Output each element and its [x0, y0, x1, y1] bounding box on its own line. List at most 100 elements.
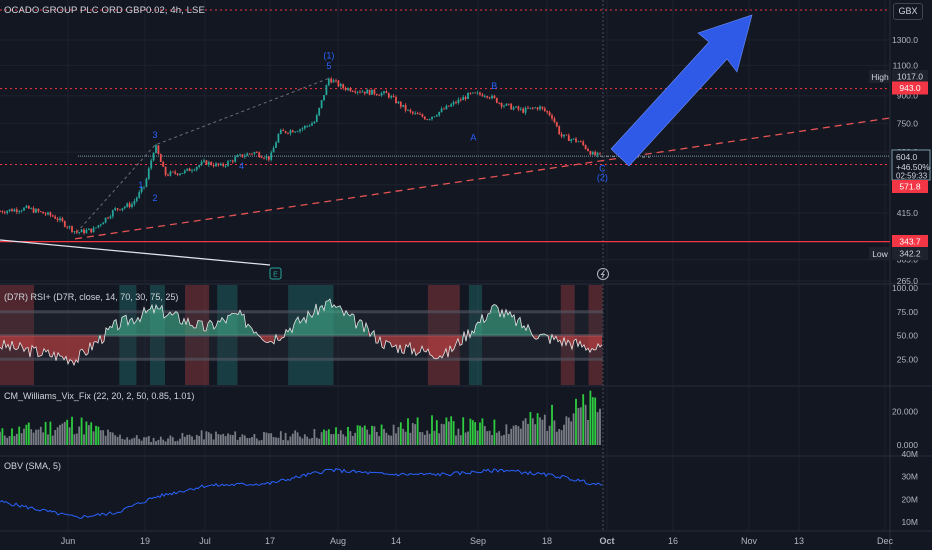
- vix-bar: [224, 435, 227, 445]
- currency-button[interactable]: GBX: [893, 3, 923, 20]
- candle-body: [75, 231, 78, 233]
- x-tick-label-5: 14: [391, 536, 401, 546]
- rsi-fill: [30, 335, 32, 358]
- vix-pane-title[interactable]: CM_Williams_Vix_Fix (22, 20, 2, 50, 0.85…: [4, 391, 195, 401]
- candle-body: [152, 152, 155, 161]
- rsi-fill: [84, 335, 86, 356]
- vix-bar: [450, 416, 453, 445]
- candle-body: [407, 109, 409, 111]
- rsi-fill: [14, 335, 16, 350]
- candle-body: [380, 93, 383, 96]
- rsi-fill: [160, 305, 162, 336]
- vix-bar: [332, 433, 335, 445]
- vix-bar: [63, 421, 66, 445]
- vix-bar: [30, 429, 33, 445]
- rsi-fill: [152, 305, 154, 336]
- obv-tick-0: 40M: [901, 449, 918, 459]
- rsi-fill: [28, 335, 30, 358]
- candle-body: [385, 91, 388, 94]
- rsi-fill: [124, 315, 126, 336]
- level-571-bg: [892, 180, 928, 193]
- vix-bar: [320, 432, 323, 445]
- vix-bar: [56, 427, 59, 445]
- low-label: Low: [872, 249, 888, 259]
- candle-body: [179, 173, 181, 175]
- candle-body: [210, 162, 213, 166]
- candle-body: [251, 153, 253, 155]
- candle-body: [363, 91, 366, 94]
- candle-body: [366, 89, 369, 94]
- candle-body: [459, 99, 462, 101]
- vix-bar: [579, 407, 582, 445]
- candle-body: [140, 187, 143, 193]
- vix-bar: [491, 435, 493, 445]
- rising-trendline: [74, 117, 890, 240]
- rsi-fill: [138, 317, 140, 336]
- vix-bar: [531, 418, 534, 445]
- rsi-fill: [96, 335, 98, 343]
- vix-bar: [143, 437, 145, 445]
- rsi-fill: [134, 321, 136, 336]
- rsi-fill: [478, 322, 480, 336]
- vix-bar: [380, 424, 383, 445]
- vix-bar: [587, 420, 589, 445]
- rsi-fill: [306, 311, 308, 336]
- rsi-fill: [424, 335, 426, 352]
- candle-body: [431, 116, 433, 120]
- candle-body: [155, 145, 157, 153]
- candle-body: [375, 94, 378, 95]
- vix-bar: [416, 417, 419, 445]
- candle-body: [476, 92, 479, 94]
- candle-body: [205, 160, 208, 165]
- vix-bar: [169, 435, 172, 445]
- candle-body: [462, 97, 465, 101]
- rsi-fill: [156, 305, 158, 336]
- rsi-fill: [600, 335, 602, 347]
- vix-bar: [23, 428, 25, 445]
- candle-body: [59, 218, 61, 221]
- rsi-fill: [386, 335, 388, 342]
- candle-body: [423, 116, 426, 120]
- rsi-fill: [272, 335, 274, 344]
- rsi-fill: [270, 335, 272, 342]
- candle-body: [495, 97, 498, 103]
- candle-body: [246, 153, 249, 156]
- vix-bar: [591, 397, 594, 445]
- vix-bar: [471, 420, 474, 445]
- time-axis: Jun 19 Jul 17 Aug 14 Sep 18 Oct 16 Nov 13 Dec: [61, 536, 894, 546]
- candle-body: [481, 94, 484, 97]
- rsi-fill: [452, 335, 454, 352]
- rsi-pane-title[interactable]: (D7R) RSI+ (D7R, close, 14, 70, 30, 75, …: [4, 292, 179, 302]
- rsi-fill: [346, 310, 348, 336]
- obv-pane-title[interactable]: OBV (SMA, 5): [4, 461, 62, 471]
- candle-body: [349, 88, 352, 92]
- vix-bar: [176, 440, 179, 445]
- vix-bar: [411, 423, 414, 445]
- candle-body: [32, 208, 35, 213]
- vix-bar: [126, 437, 129, 445]
- rsi-fill: [300, 320, 302, 336]
- symbol-title[interactable]: OCADO GROUP PLC ORD GBP0.02, 4h, LSE: [4, 5, 205, 16]
- candle-body: [78, 232, 81, 234]
- candle-body: [584, 145, 587, 149]
- wave-label-7: B: [491, 81, 497, 91]
- candle-body: [27, 205, 30, 209]
- candle-body: [231, 160, 234, 162]
- rsi-fill: [528, 324, 530, 336]
- last-price-box: [891, 149, 931, 181]
- rsi-fill: [164, 316, 166, 336]
- candle-body: [119, 209, 121, 211]
- rsi-fill: [490, 306, 492, 336]
- vix-bar: [104, 435, 107, 445]
- rsi-fill: [194, 327, 196, 336]
- vix-bar: [51, 435, 54, 445]
- vix-bar: [147, 436, 150, 445]
- rsi-fill: [268, 335, 270, 343]
- candle-body: [162, 162, 165, 167]
- vix-bar: [572, 413, 575, 445]
- vix-bar: [282, 439, 285, 445]
- rsi-fill: [176, 311, 178, 336]
- vix-bar: [433, 430, 436, 445]
